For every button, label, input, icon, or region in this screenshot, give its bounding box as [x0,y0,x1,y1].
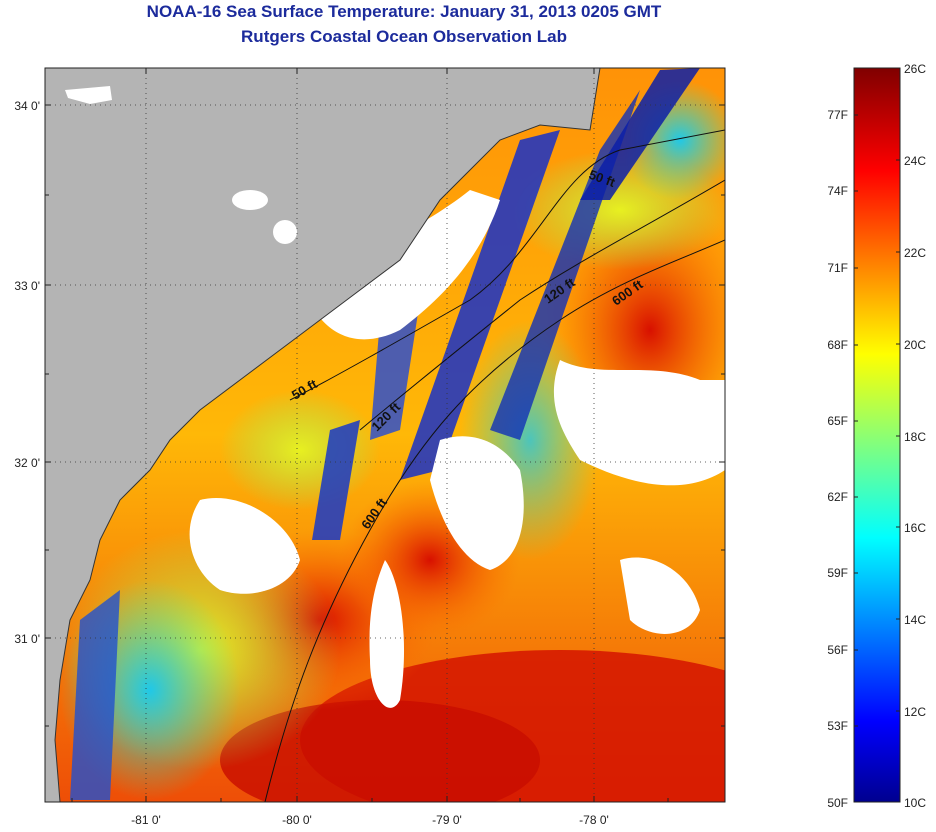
colorbar-celsius-label: 26C [904,62,926,76]
colorbar-celsius-label: 10C [904,796,926,810]
chart-subtitle: Rutgers Coastal Ocean Observation Lab [241,27,567,46]
lat-gridlines [45,104,725,639]
lat-tick-label: 31 0' [14,632,40,646]
lat-tick-label: 32 0' [14,456,40,470]
colorbar-fahrenheit-label: 74F [827,184,848,198]
lon-tick-label: -80 0' [282,813,312,827]
colorbar-fahrenheit-label: 56F [827,643,848,657]
colorbar-celsius-label: 24C [904,154,926,168]
chart-title: NOAA-16 Sea Surface Temperature: January… [146,2,662,21]
colorbar-gradient [853,67,901,803]
isobath-50ft-line [289,129,725,401]
colorbar-fahrenheit-label: 53F [827,719,848,733]
isobath-120ft-line [359,179,725,431]
map-frame [44,67,726,803]
colorbar-celsius-label: 20C [904,338,926,352]
colorbar-fahrenheit-label: 68F [827,338,848,352]
colorbar-celsius-label: 18C [904,430,926,444]
colorbar-fahrenheit-label: 71F [827,261,848,275]
lat-tick-label: 33 0' [14,279,40,293]
sst-map: 50 ft 120 ft 600 ft 50 ft 120 ft 600 ft … [14,67,726,827]
land-mass [45,68,600,802]
colorbar-celsius-label: 22C [904,246,926,260]
colorbar-celsius-label: 16C [904,521,926,535]
colorbar-fahrenheit-label: 65F [827,414,848,428]
lon-tick-label: -78 0' [579,813,609,827]
colorbar-fahrenheit-label: 77F [827,108,848,122]
colorbar-fahrenheit-label: 50F [827,796,848,810]
isobath-600ft-line [264,239,725,802]
colorbar-celsius-label: 14C [904,613,926,627]
colorbar-fahrenheit-label: 59F [827,566,848,580]
lon-tick-label: -81 0' [131,813,161,827]
colorbar-celsius-label: 12C [904,705,926,719]
colorbar-fahrenheit-label: 62F [827,490,848,504]
lon-tick-label: -79 0' [432,813,462,827]
lat-tick-label: 34 0' [14,99,40,113]
